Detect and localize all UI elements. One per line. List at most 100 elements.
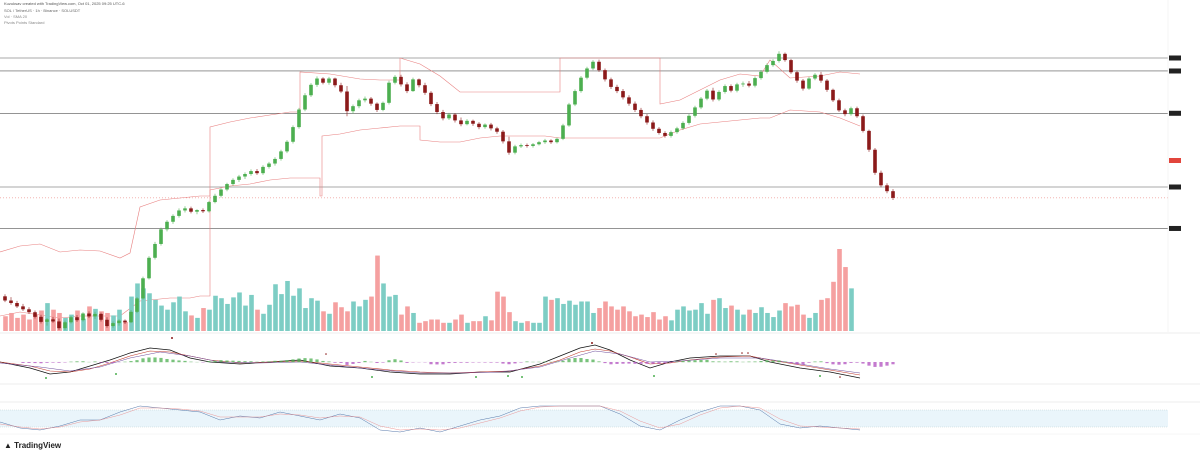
candle-body (207, 202, 211, 212)
candle-body (81, 313, 85, 321)
macd-hist-bar (633, 362, 637, 364)
indicator-line-pivots[interactable]: Pivots Points Standard (4, 20, 45, 25)
candle-body (657, 128, 661, 133)
volume-bar (639, 314, 644, 331)
candle-body (75, 317, 79, 321)
macd-hist-bar (75, 361, 79, 363)
candle-body (807, 78, 811, 89)
candle-body (717, 91, 721, 100)
candle-body (345, 91, 349, 112)
candle-body (747, 83, 751, 86)
macd-hist-bar (837, 362, 841, 365)
stoch-d-line (0, 405, 861, 431)
candle-body (489, 124, 493, 129)
macd-hist-bar (291, 359, 295, 363)
macd-hist-bar (585, 358, 589, 363)
candle-body (789, 60, 793, 73)
candle-body (339, 85, 343, 92)
macd-hist-bar (111, 362, 115, 363)
volume-bar (507, 312, 512, 331)
volume-bar (117, 309, 122, 331)
volume-bar (471, 321, 476, 331)
candle-body (639, 109, 643, 117)
macd-hist-bar (141, 358, 145, 363)
candle-body (15, 303, 19, 307)
volume-bar (465, 322, 470, 331)
candle-body (813, 74, 817, 79)
candle-body (663, 132, 667, 136)
candle-body (609, 79, 613, 87)
volume-bar (567, 300, 572, 331)
volume-bar (315, 300, 320, 331)
volume-bar (165, 309, 170, 331)
candle-body (567, 104, 571, 126)
level-tag-2 (1169, 110, 1181, 116)
macd-hist-bar (525, 361, 529, 363)
candle-body (753, 78, 757, 86)
volume-bar (549, 299, 554, 331)
volume-bar (459, 314, 464, 331)
candle-body (525, 145, 529, 146)
candle-body (777, 53, 781, 61)
horizontal-levels (0, 57, 1168, 229)
volume-bar (651, 312, 656, 331)
tradingview-logo[interactable]: ▲ TradingView (4, 441, 61, 450)
volume-bar (411, 312, 416, 331)
macd-hist-bar (51, 362, 55, 363)
candle-body (873, 149, 877, 173)
candle-body (387, 82, 391, 103)
macd-hist-bar (501, 362, 505, 364)
volume-bar (243, 305, 248, 331)
macd-hist-bar (231, 360, 235, 363)
macd-hist-bar (567, 358, 571, 363)
candle-body (453, 114, 457, 121)
stoch-rsi-pane (0, 401, 1200, 433)
volume-bar (123, 321, 128, 331)
volume-bar (579, 301, 584, 331)
candle-body (129, 311, 133, 323)
macd-hist-bar (183, 360, 187, 363)
volume-bar (801, 314, 806, 331)
volume-bar (741, 314, 746, 331)
candle-body (633, 103, 637, 110)
candle-body (513, 146, 517, 153)
volume-bar (177, 296, 182, 331)
macd-hist-bar (375, 362, 379, 364)
volume-bar (765, 312, 770, 331)
volume-bar (387, 296, 392, 331)
volume-bar (9, 312, 14, 331)
macd-hist-bar (591, 359, 595, 363)
candle-body (333, 78, 337, 86)
macd-hist-bar (279, 360, 283, 363)
candle-body (537, 142, 541, 145)
candle-body (303, 95, 307, 110)
macd-hist-bar (879, 362, 883, 367)
candle-body (603, 70, 607, 80)
macd-hist-bar (435, 362, 439, 365)
volume-bar (753, 312, 758, 331)
volume-bar (525, 321, 530, 331)
volume-bar (75, 310, 80, 331)
candle-body (357, 100, 361, 107)
candle-body (723, 86, 727, 92)
level-tag-3 (1169, 184, 1181, 190)
volume-bar (195, 317, 200, 331)
candle-body (147, 257, 151, 279)
candle-body (783, 53, 787, 61)
indicator-line-volume[interactable]: Vol · SMA 20 (4, 14, 28, 19)
macd-hist-bar (171, 359, 175, 363)
volume-bar (807, 317, 812, 331)
macd-hist-bar (873, 362, 877, 367)
macd-hist-bar (747, 361, 751, 363)
candle-body (759, 71, 763, 79)
candle-body (141, 278, 145, 299)
macd-hist-bar (357, 362, 361, 363)
candle-body (33, 312, 37, 317)
stoch-k-line (0, 405, 861, 433)
volume-bar (615, 309, 620, 331)
macd-hist-bar (783, 361, 787, 363)
volume-bar (201, 308, 206, 331)
candle-body (189, 208, 193, 212)
macd-histogram (21, 357, 895, 367)
